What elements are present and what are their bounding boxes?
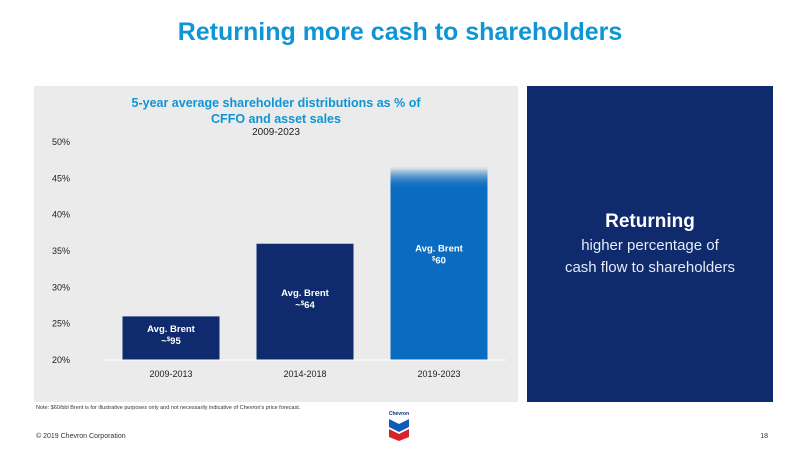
footnote: Note: $60/bbl Brent is for illustrative … xyxy=(36,405,301,411)
bar-2014-2018 xyxy=(256,243,354,360)
callout-line-1: higher percentage of xyxy=(581,237,719,254)
y-tick-label: 20% xyxy=(52,355,70,365)
bar-2009-2013 xyxy=(122,316,220,360)
y-tick-label: 35% xyxy=(52,246,70,256)
bar-label: Avg. Brent xyxy=(415,243,464,254)
y-tick-label: 30% xyxy=(52,282,70,292)
y-tick-label: 45% xyxy=(52,173,70,183)
bar-value-label: ~$95 xyxy=(161,336,181,347)
chevron-logo-icon xyxy=(389,419,409,441)
chart-panel: 5-year average shareholder distributions… xyxy=(34,86,518,402)
bar-fade-overlay xyxy=(390,167,488,190)
bar-value-label: $60 xyxy=(432,255,446,266)
bar-label: Avg. Brent xyxy=(147,324,196,335)
x-tick-label: 2009-2013 xyxy=(149,369,192,379)
bar-2019-2023 xyxy=(390,167,488,360)
page-number: 18 xyxy=(760,433,768,440)
callout-panel: Returning higher percentage of cash flow… xyxy=(527,86,773,402)
chart-title-line-1: 5-year average shareholder distributions… xyxy=(131,96,421,110)
chart-subtitle: 2009-2023 xyxy=(252,127,300,138)
x-tick-label: 2014-2018 xyxy=(283,369,326,379)
copyright: © 2019 Chevron Corporation xyxy=(36,433,126,440)
bar-value-label: ~$64 xyxy=(295,300,315,311)
chart-title: 5-year average shareholder distributions… xyxy=(34,95,518,127)
bar-chart: 20%25%30%35%40%45%50% Avg. Brent~$95Avg.… xyxy=(52,137,506,379)
x-tick-label: 2019-2023 xyxy=(417,369,460,379)
callout-line-2: cash flow to shareholders xyxy=(564,259,736,276)
callout-heading: Returning xyxy=(605,211,695,232)
y-tick-label: 50% xyxy=(52,137,70,147)
y-tick-label: 25% xyxy=(52,319,70,329)
chart-title-line-2: CFFO and asset sales xyxy=(211,112,341,126)
chevron-logo: Chevron xyxy=(378,411,420,443)
y-tick-label: 40% xyxy=(52,210,70,220)
bar-label: Avg. Brent xyxy=(281,288,330,299)
slide-title: Returning more cash to shareholders xyxy=(177,18,623,46)
logo-wordmark: Chevron xyxy=(388,411,410,417)
